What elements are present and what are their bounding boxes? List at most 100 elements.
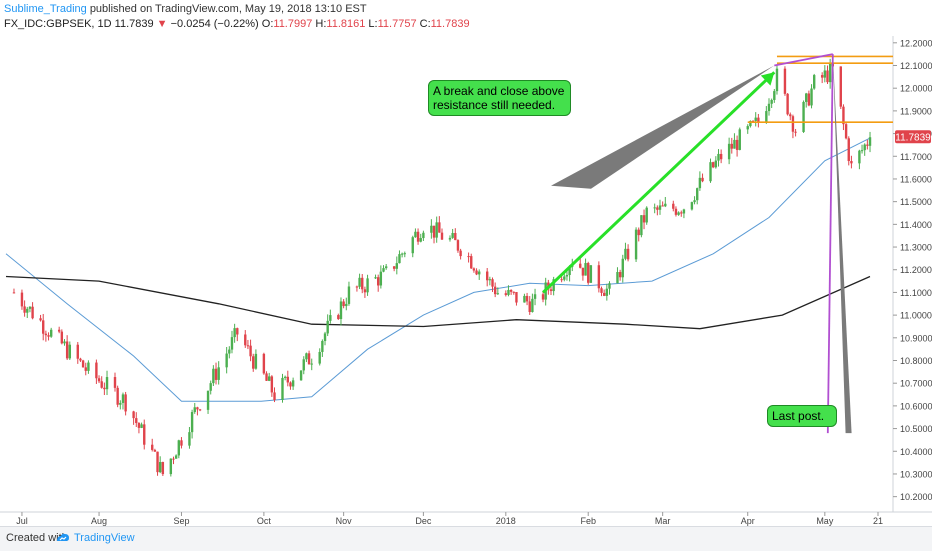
last-post-annotation[interactable]: Last post. [767, 405, 837, 427]
candle-body [624, 248, 627, 259]
candle-body [563, 276, 566, 280]
candle-body [400, 253, 404, 255]
candle-body [374, 277, 377, 279]
candle-body [860, 150, 864, 152]
candle-body [868, 137, 872, 146]
candle-body [384, 266, 388, 269]
candle-body [28, 306, 32, 309]
ohlc-line: FX_IDC:GBPSEK, 1D 11.7839 ▼ −0.0254 (−0.… [4, 18, 470, 30]
candle-body [842, 106, 845, 125]
candle-body [65, 341, 69, 359]
candle-body [549, 289, 553, 292]
candle-body [140, 424, 143, 428]
symbol-label: FX_IDC:GBPSEK, 1D [4, 18, 112, 30]
candle-body [773, 91, 776, 100]
candle-body [493, 286, 497, 295]
candle-body [765, 111, 768, 123]
candle-body [775, 68, 779, 92]
candle-body [87, 362, 90, 371]
time-axis[interactable]: Jul Aug Sep Oct Nov Dec 2018 Feb Mar Apr May 21 [16, 512, 883, 526]
candle-body [382, 268, 385, 272]
candle-body [467, 256, 470, 258]
candle-body [541, 294, 545, 300]
candle-body [714, 160, 718, 168]
candle-body [305, 353, 308, 360]
candle-body [749, 120, 752, 127]
low-label: L: [368, 18, 378, 30]
candle-body [132, 411, 135, 419]
price-chart[interactable]: 12.200012.100012.000011.900011.800011.70… [0, 36, 932, 526]
candle-body [398, 254, 401, 264]
candle-body [589, 265, 593, 283]
time-tick-label: Sep [173, 516, 189, 526]
candle-body [584, 263, 587, 276]
last-price: 11.7839 [114, 18, 154, 30]
price-tick-label: 11.1000 [900, 288, 932, 298]
candle-body [802, 101, 805, 132]
candle-body [414, 231, 417, 238]
candle-body [190, 412, 194, 433]
candle-body [116, 387, 119, 405]
candle-body [68, 344, 72, 359]
break-annotation[interactable]: A break and close above resistance still… [428, 80, 571, 116]
price-tick-label: 12.1000 [900, 61, 932, 71]
candle-body [169, 458, 173, 475]
candle-body [454, 233, 457, 241]
candle-body [403, 253, 406, 255]
candles [12, 56, 872, 477]
candle-body [850, 161, 853, 164]
candle-body [730, 143, 733, 149]
candle-body [789, 114, 792, 117]
candle-body [677, 212, 680, 215]
candle-body [26, 308, 29, 313]
candle-body [366, 278, 369, 293]
candle-body [812, 75, 816, 89]
candle-body [283, 376, 287, 378]
candle-body [560, 279, 563, 281]
candle-body [430, 225, 433, 233]
candle-body [717, 153, 720, 161]
candle-body [504, 293, 508, 295]
time-tick-label: Dec [415, 516, 432, 526]
candle-body [209, 383, 212, 391]
price-tick-label: 10.7000 [900, 379, 932, 389]
candle-body [416, 231, 420, 242]
candle-body [485, 271, 489, 281]
candle-body [826, 70, 829, 83]
candle-body [523, 295, 526, 303]
candle-body [579, 263, 582, 268]
candle-body [820, 75, 824, 78]
low-value: 11.7757 [377, 18, 417, 30]
candle-body [233, 328, 236, 338]
candle-body [299, 370, 303, 381]
candle-body [49, 329, 53, 337]
time-tick-label: Jul [16, 516, 28, 526]
candle-body [661, 205, 664, 207]
author-link[interactable]: Sublime_Trading [4, 3, 87, 15]
candle-body [119, 402, 122, 405]
candle-body [180, 440, 183, 446]
candle-body [791, 116, 795, 132]
candle-body [754, 117, 757, 121]
candle-body [121, 394, 125, 403]
candle-body [528, 301, 531, 313]
sma200-line [5, 275, 871, 330]
candle-body [533, 294, 537, 299]
candle-body [95, 362, 98, 379]
price-axis[interactable]: 12.200012.100012.000011.900011.800011.70… [893, 38, 932, 502]
candle-body [100, 381, 103, 388]
candle-body [496, 293, 500, 295]
candle-body [491, 279, 494, 287]
candle-body [57, 329, 61, 332]
price-tick-label: 11.6000 [900, 174, 932, 184]
time-tick-label: Feb [580, 516, 596, 526]
break-annotation-line2: resistance still needed. [433, 98, 556, 112]
candle-body [616, 272, 619, 284]
candle-body [552, 279, 555, 292]
candle-body [246, 345, 250, 347]
candle-body [459, 250, 462, 257]
candle-body [23, 306, 26, 313]
created-with-label: Created with [6, 532, 68, 544]
candle-body [682, 209, 686, 214]
tradingview-link[interactable]: TradingView [74, 532, 135, 544]
